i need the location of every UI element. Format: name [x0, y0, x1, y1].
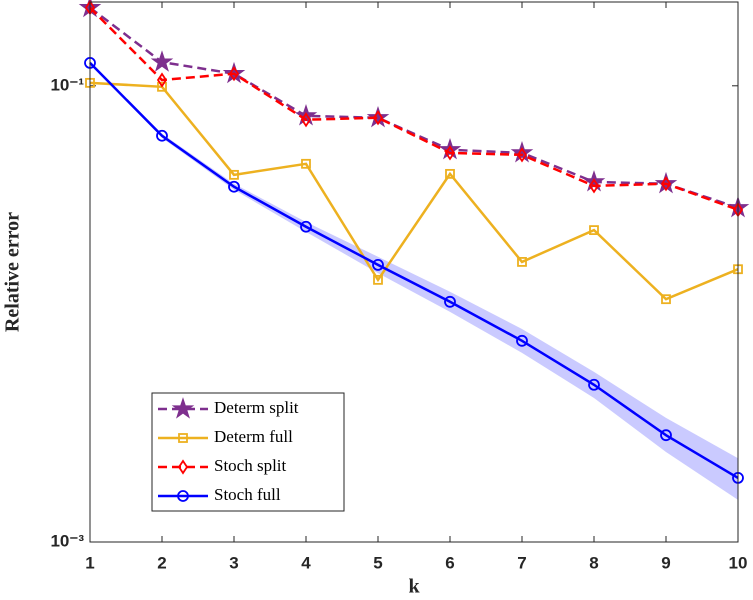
marker: [301, 158, 311, 169]
x-tick-label: 8: [589, 553, 598, 572]
confidence-band: [90, 62, 738, 500]
marker: [510, 141, 534, 163]
x-tick-label: 7: [517, 553, 526, 572]
series-line: [89, 81, 739, 301]
y-tick-label: 10⁻¹: [50, 75, 84, 94]
x-tick-label: 5: [373, 553, 382, 572]
x-tick-label: 1: [85, 553, 94, 572]
marker: [157, 81, 167, 92]
series-line: [89, 6, 739, 209]
marker: [228, 180, 240, 193]
marker: [588, 178, 600, 194]
marker: [150, 50, 174, 72]
marker: [373, 274, 383, 285]
x-tick-label: 9: [661, 553, 670, 572]
marker: [588, 378, 600, 391]
marker: [660, 176, 672, 192]
marker: [156, 129, 168, 142]
plot-frame: [89, 1, 739, 543]
x-tick-label: 6: [445, 553, 454, 572]
marker: [171, 397, 195, 419]
x-tick-label: 2: [157, 553, 166, 572]
marker: [589, 225, 599, 236]
y-axis-label: Relative error: [2, 212, 24, 332]
legend-label: Determ split: [214, 398, 299, 417]
legend: Determ split Determ full Stoch split Stoch …: [151, 392, 345, 512]
marker: [178, 433, 188, 443]
marker: [177, 490, 189, 502]
marker: [372, 258, 384, 271]
series-line: [89, 62, 739, 479]
marker: [156, 72, 168, 88]
marker: [516, 334, 528, 347]
x-axis-label: k: [408, 576, 420, 598]
x-tick-label: 3: [229, 553, 238, 572]
marker: [366, 105, 390, 128]
marker: [300, 112, 312, 128]
series-line: [89, 6, 739, 211]
legend-label: Stoch split: [214, 456, 287, 475]
marker: [300, 220, 312, 233]
marker: [372, 110, 384, 126]
y-tick-label: 10⁻³: [50, 531, 84, 550]
marker: [661, 294, 671, 305]
marker: [444, 145, 456, 161]
legend-label: Stoch full: [214, 485, 281, 504]
marker: [660, 429, 672, 442]
x-tick-label: 4: [301, 553, 311, 572]
marker: [177, 459, 189, 475]
x-tick-label: 10: [729, 553, 748, 572]
marker: [445, 168, 455, 179]
marker: [228, 66, 240, 82]
marker: [516, 147, 528, 163]
marker: [517, 257, 527, 267]
marker: [444, 295, 456, 308]
legend-label: Determ full: [214, 427, 293, 446]
marker: [229, 169, 239, 180]
